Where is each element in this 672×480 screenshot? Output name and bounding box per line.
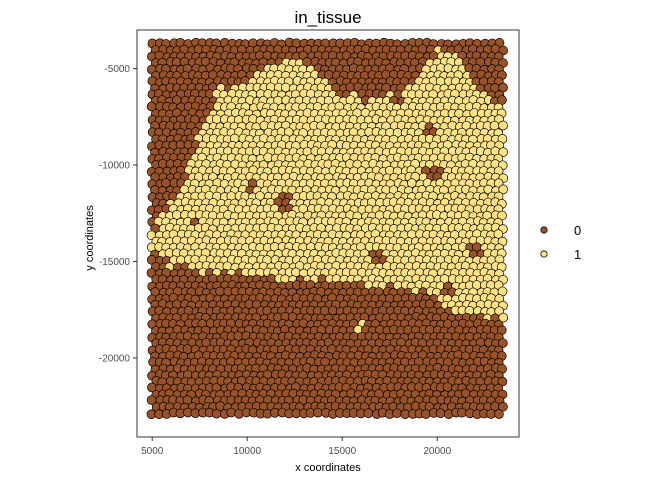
spot-outside-tissue <box>498 401 508 412</box>
legend-key-1 <box>540 250 548 258</box>
spot-outside-tissue <box>435 408 446 419</box>
spot-in-tissue <box>498 184 509 195</box>
spot-outside-tissue <box>392 408 402 419</box>
x-tick-label: 20000 <box>423 446 451 457</box>
spot-outside-tissue <box>211 408 222 419</box>
legend-key-0 <box>540 226 548 234</box>
x-axis-title: x coordinates <box>295 462 361 474</box>
y-tick-label: -20000 <box>99 353 131 364</box>
spot-outside-tissue <box>494 409 504 419</box>
y-axis-title: y coordinates <box>84 205 96 271</box>
y-tick-label: -5000 <box>104 64 130 75</box>
x-tick-label: 5000 <box>141 446 164 457</box>
spot-outside-tissue <box>226 407 237 418</box>
spot-outside-tissue <box>497 338 508 349</box>
spot-outside-tissue <box>313 407 323 418</box>
legend-label-1: 1 <box>574 247 581 262</box>
spot-outside-tissue <box>457 407 467 418</box>
y-tick-label: -10000 <box>99 161 131 172</box>
legend: 01 <box>540 223 581 262</box>
y-tick-label: -15000 <box>99 257 131 268</box>
spot-outside-tissue <box>420 409 431 419</box>
spot-in-tissue <box>498 120 508 131</box>
spot-outside-tissue <box>498 82 508 93</box>
x-tick-label: 10000 <box>233 446 261 457</box>
plot-border <box>136 29 520 438</box>
spot-in-tissue <box>498 312 509 323</box>
spot-in-tissue <box>498 147 508 157</box>
legend-label-0: 0 <box>574 223 581 238</box>
y-axis: -5000 -10000 -15000 -20000 <box>99 64 137 364</box>
plot-area <box>146 37 509 420</box>
spot-outside-tissue <box>363 408 374 419</box>
x-axis: 5000 10000 15000 20000 <box>141 437 452 457</box>
x-tick-label: 15000 <box>328 446 356 457</box>
spot-outside-tissue <box>215 286 225 297</box>
chart-title: in_tissue <box>294 8 361 27</box>
